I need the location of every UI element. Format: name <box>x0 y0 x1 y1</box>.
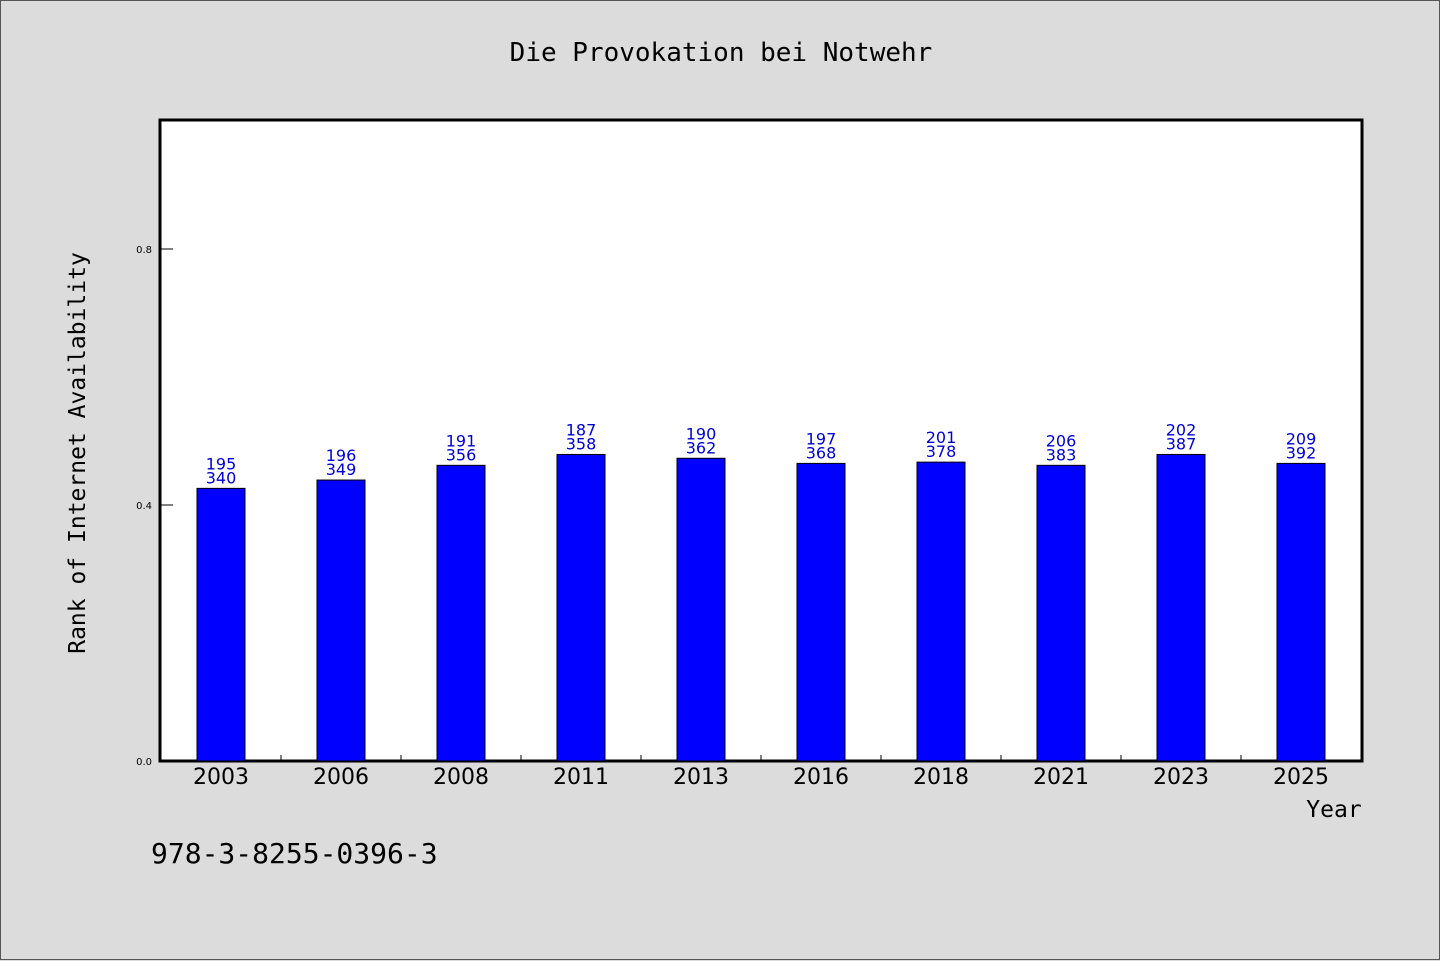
data-label-top: 197 <box>806 429 837 448</box>
data-label-top: 206 <box>1046 431 1077 450</box>
chart-title: Die Provokation bei Notwehr <box>510 38 933 68</box>
x-tick-label: 2013 <box>673 765 729 790</box>
data-label-bottom: 387 <box>1166 434 1197 453</box>
x-tick-label: 2008 <box>433 765 489 790</box>
bar <box>1276 462 1326 762</box>
data-label-top: 196 <box>326 446 357 465</box>
bar <box>1036 464 1086 762</box>
bar <box>916 461 966 762</box>
data-label-bottom: 362 <box>686 438 717 457</box>
bar <box>316 479 366 762</box>
bar <box>676 457 726 762</box>
isbn-text: 978-3-8255-0396-3 <box>151 837 438 870</box>
data-label-top: 202 <box>1166 420 1197 439</box>
bar <box>436 464 486 762</box>
data-label-bottom: 340 <box>206 468 237 487</box>
bar <box>1156 453 1206 762</box>
y-tick-label: 0.4 <box>136 501 152 512</box>
data-label-top: 187 <box>566 420 597 439</box>
data-label-top: 195 <box>206 454 237 473</box>
x-tick-label: 2018 <box>913 765 969 790</box>
x-tick-label: 2003 <box>193 765 249 790</box>
y-tick-label: 0.0 <box>136 757 152 768</box>
data-label-bottom: 378 <box>926 442 957 461</box>
x-tick-label: 2006 <box>313 765 369 790</box>
x-tick-label: 2021 <box>1033 765 1089 790</box>
data-label-top: 190 <box>686 424 717 443</box>
data-label-bottom: 392 <box>1286 443 1317 462</box>
data-label-bottom: 349 <box>326 460 357 479</box>
bar <box>556 453 606 762</box>
data-label-bottom: 358 <box>566 434 597 453</box>
y-ticks-group: 0.0 0.4 0.8 <box>136 245 173 768</box>
x-tick-label: 2011 <box>553 765 609 790</box>
x-axis-label: Year <box>1306 797 1361 823</box>
x-tick-label: 2025 <box>1273 765 1329 790</box>
x-tick-label: 2023 <box>1153 765 1209 790</box>
bar <box>196 487 246 762</box>
y-axis-label: Rank of Internet Availability <box>65 252 91 654</box>
y-tick-label: 0.8 <box>136 245 152 256</box>
bar <box>796 462 846 762</box>
x-ticks-group: 2003 2006 2008 2011 2013 2016 2018 2021 2023 2025 <box>193 755 1329 790</box>
bars-group <box>196 453 1326 762</box>
data-label-top: 191 <box>446 431 477 450</box>
data-label-top: 209 <box>1286 429 1317 448</box>
data-label-top: 201 <box>926 428 957 447</box>
data-label-bottom: 356 <box>446 445 477 464</box>
data-label-bottom: 368 <box>806 443 837 462</box>
data-label-bottom: 383 <box>1046 445 1077 464</box>
x-tick-label: 2016 <box>793 765 849 790</box>
